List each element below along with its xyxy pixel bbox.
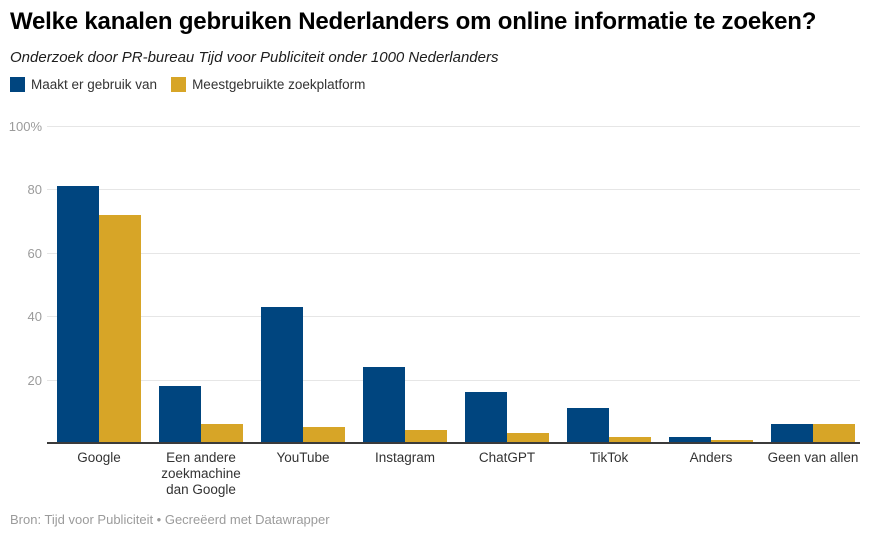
page-title: Welke kanalen gebruiken Nederlanders om … [10, 8, 817, 35]
bar-gebruik-een-andere-zoekmachine-dan-google [159, 385, 201, 443]
legend-swatch-blue-icon [10, 77, 25, 92]
bar-gebruik-anders [669, 436, 711, 443]
source-line: Bron: Tijd voor Publiciteit • Gecreëerd … [10, 512, 330, 527]
x-axis-label: ChatGPT [478, 450, 536, 465]
gridline [47, 126, 860, 127]
x-axis-label: Google [77, 450, 121, 465]
gridline [47, 189, 860, 191]
legend-swatch-gold-icon [171, 77, 187, 92]
bar-zoekplatform-chatgpt [507, 433, 549, 443]
legend: Maakt er gebruik van Meestgebruikte zoek… [10, 77, 365, 92]
y-tick-label: 60 [27, 245, 42, 261]
bar-zoekplatform-instagram [405, 430, 447, 443]
bar-gebruik-chatgpt [465, 392, 507, 443]
bar-zoekplatform-youtube [303, 427, 345, 443]
bar-gebruik-instagram [363, 366, 405, 443]
x-axis-label: Geen van allen [767, 450, 859, 465]
y-tick-label: 100% [8, 119, 42, 134]
bar-zoekplatform-een-andere-zoekmachine-dan-google [201, 423, 243, 443]
gridline [47, 316, 860, 318]
legend-label: Meestgebruikte zoekplatform [192, 77, 366, 92]
bar-gebruik-geen-van-allen [771, 423, 813, 443]
chart-subtitle: Onderzoek door PR-bureau Tijd voor Publi… [10, 49, 499, 66]
legend-item-meestgebruikte-zoekplatform: Meestgebruikte zoekplatform [171, 77, 365, 92]
bar-gebruik-tiktok [567, 408, 609, 443]
y-tick-label: 20 [27, 372, 42, 388]
y-tick-label: 40 [27, 309, 42, 325]
x-axis-label: Instagram [374, 450, 436, 465]
bar-gebruik-google [57, 186, 99, 443]
legend-label: Maakt er gebruik van [31, 77, 158, 92]
bar-zoekplatform-anders [711, 439, 753, 443]
bar-zoekplatform-google [99, 214, 141, 443]
y-tick-label: 80 [27, 182, 42, 198]
bar-zoekplatform-tiktok [609, 436, 651, 443]
bar-zoekplatform-geen-van-allen [813, 423, 855, 443]
x-axis-label: Anders [689, 450, 733, 465]
x-axis-line [47, 442, 860, 444]
x-axis-label: YouTube [276, 450, 330, 465]
bar-gebruik-youtube [261, 306, 303, 443]
legend-item-maakt-er-gebruik-van: Maakt er gebruik van [10, 77, 157, 92]
x-axis-label: Een andere zoekmachine dan Google [161, 450, 241, 497]
x-axis-label: TikTok [589, 450, 629, 465]
gridline [47, 379, 860, 381]
gridline [47, 252, 860, 254]
